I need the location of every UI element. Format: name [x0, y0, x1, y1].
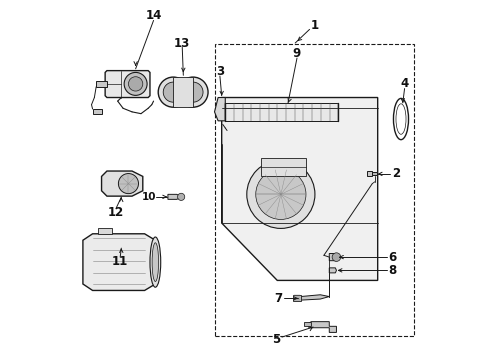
Text: 8: 8 — [389, 264, 397, 277]
Text: 14: 14 — [146, 9, 162, 22]
Polygon shape — [329, 268, 337, 273]
Polygon shape — [295, 295, 329, 300]
Polygon shape — [215, 98, 225, 121]
Polygon shape — [306, 321, 337, 332]
Polygon shape — [105, 71, 150, 98]
Polygon shape — [329, 253, 338, 261]
Text: 12: 12 — [108, 207, 124, 220]
Ellipse shape — [150, 237, 161, 287]
Polygon shape — [96, 81, 107, 87]
Text: 3: 3 — [216, 65, 224, 78]
Circle shape — [163, 82, 183, 102]
Polygon shape — [294, 295, 300, 301]
Text: 2: 2 — [392, 167, 400, 180]
Text: 13: 13 — [174, 36, 191, 50]
Text: 9: 9 — [293, 47, 301, 60]
Polygon shape — [367, 171, 372, 176]
Circle shape — [124, 72, 147, 95]
Circle shape — [119, 174, 139, 194]
Circle shape — [332, 253, 341, 261]
Polygon shape — [173, 77, 193, 107]
Polygon shape — [101, 171, 143, 196]
Text: 7: 7 — [274, 292, 282, 305]
Polygon shape — [261, 158, 306, 176]
Circle shape — [178, 77, 208, 107]
Circle shape — [158, 77, 188, 107]
Text: 6: 6 — [389, 251, 397, 264]
Circle shape — [247, 160, 315, 228]
Text: 10: 10 — [142, 192, 156, 202]
Text: 11: 11 — [112, 255, 128, 268]
Text: 1: 1 — [311, 19, 319, 32]
Polygon shape — [221, 98, 378, 280]
Polygon shape — [168, 194, 181, 199]
Circle shape — [256, 169, 306, 220]
Polygon shape — [372, 172, 377, 175]
Polygon shape — [83, 234, 155, 291]
Text: 4: 4 — [400, 77, 409, 90]
Circle shape — [183, 82, 203, 102]
Text: 5: 5 — [272, 333, 281, 346]
Circle shape — [128, 77, 143, 91]
Polygon shape — [225, 103, 338, 121]
Polygon shape — [98, 228, 112, 234]
Bar — [304, 321, 311, 326]
Ellipse shape — [152, 243, 159, 282]
Circle shape — [177, 193, 185, 201]
Polygon shape — [93, 109, 101, 114]
Bar — [215, 44, 414, 336]
